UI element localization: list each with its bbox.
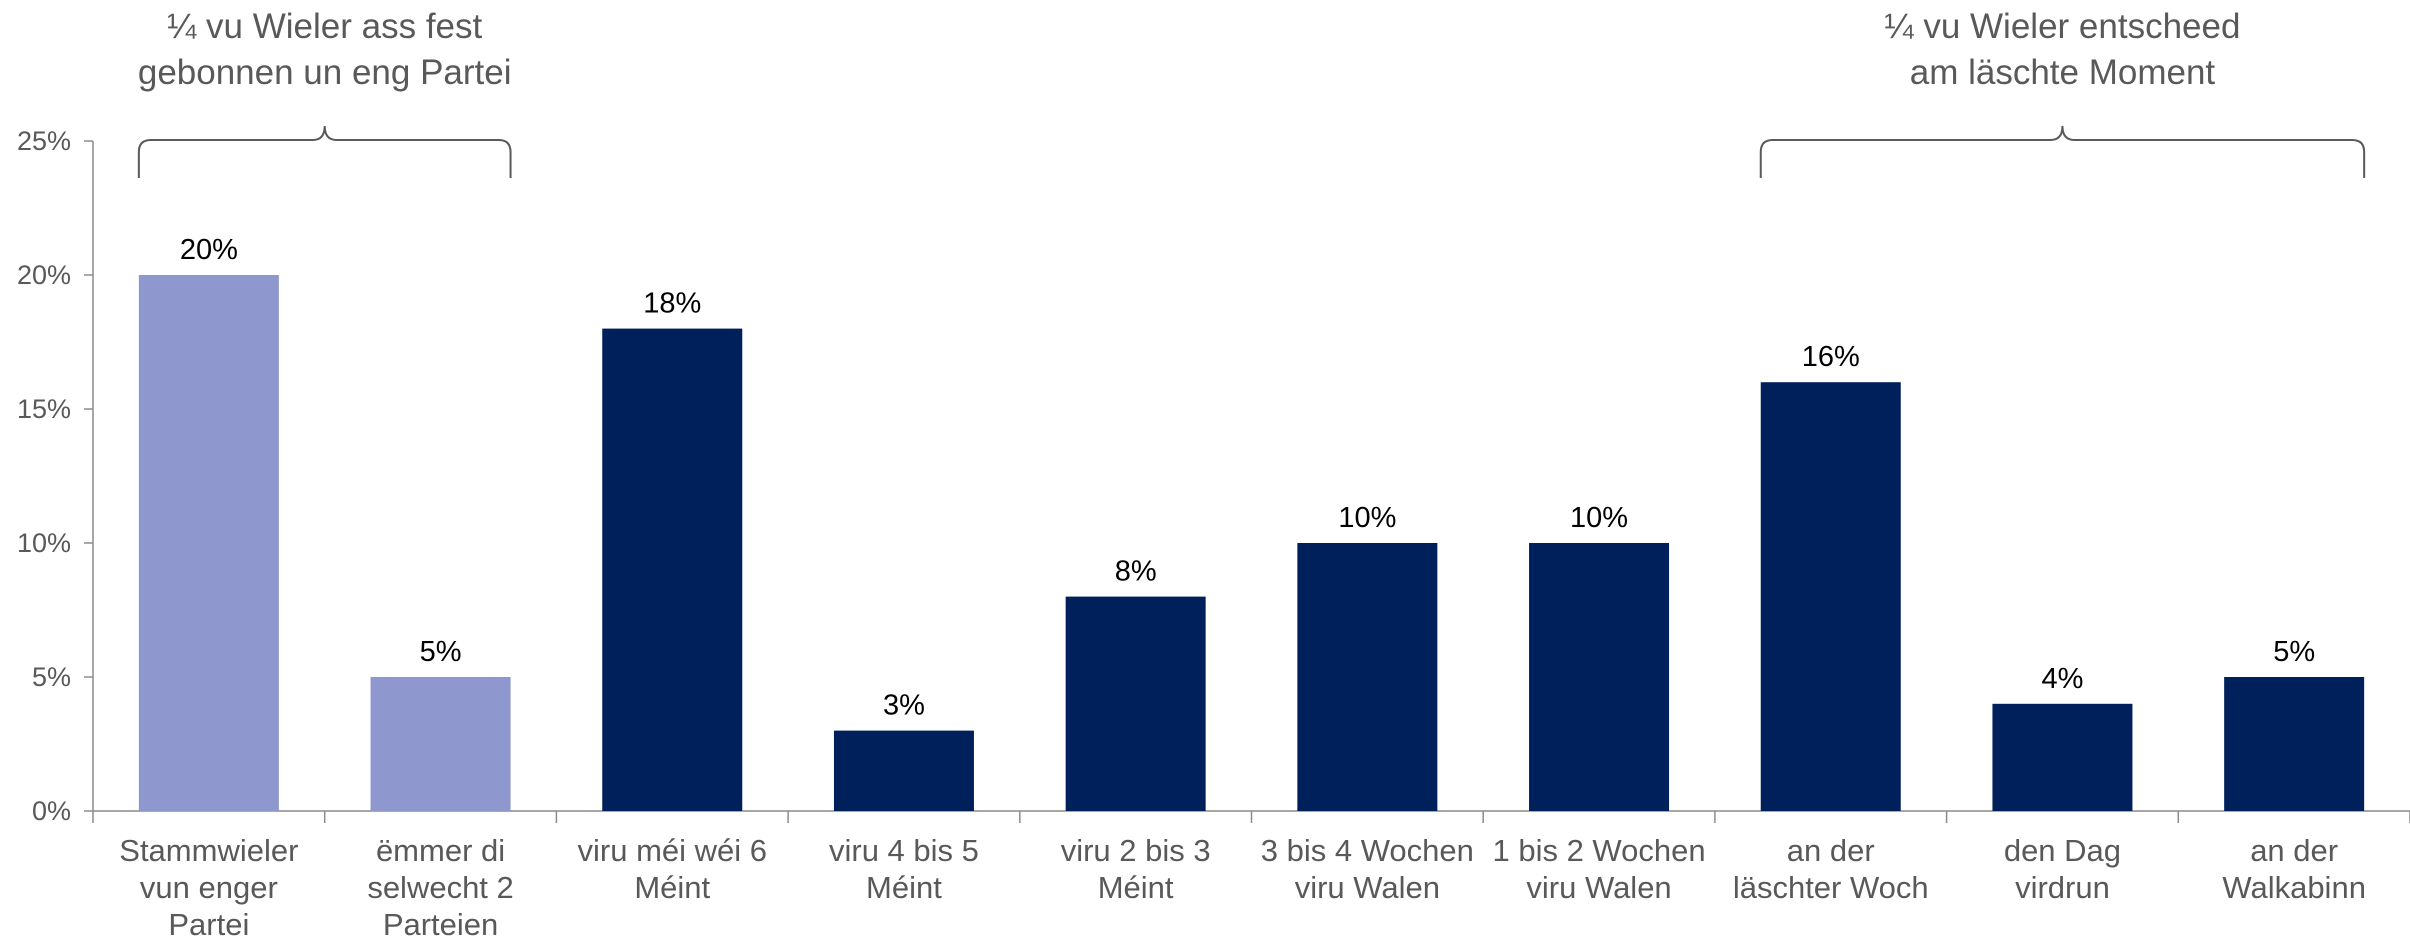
x-tick-label: viru méi wéi 6 bbox=[578, 833, 768, 868]
y-tick-label: 10% bbox=[17, 528, 71, 558]
x-tick-label: Méint bbox=[1098, 870, 1174, 905]
x-tick-label: vun enger bbox=[140, 870, 278, 905]
bar bbox=[1992, 703, 2133, 811]
y-tick-label: 25% bbox=[17, 126, 71, 156]
x-tick-label: 3 bis 4 Wochen bbox=[1261, 833, 1474, 868]
annotation-left-line-2: gebonnen un eng Partei bbox=[137, 53, 512, 92]
x-tick-label: viru Walen bbox=[1526, 870, 1671, 905]
x-tick-label: viru 2 bis 3 bbox=[1061, 833, 1211, 868]
x-tick-label: Walkabinn bbox=[2222, 870, 2366, 905]
bar bbox=[138, 275, 279, 811]
x-tick-label: läschter Woch bbox=[1733, 870, 1929, 905]
bar bbox=[833, 730, 974, 811]
bar bbox=[2224, 677, 2365, 811]
data-label: 10% bbox=[1570, 502, 1628, 534]
data-label: 5% bbox=[2273, 636, 2315, 668]
x-tick-label: viru 4 bis 5 bbox=[829, 833, 979, 868]
x-tick-label: an der bbox=[2250, 833, 2338, 868]
data-label: 16% bbox=[1802, 341, 1860, 373]
x-tick-label: den Dag bbox=[2004, 833, 2121, 868]
y-tick-label: 0% bbox=[32, 796, 71, 826]
data-label: 4% bbox=[2041, 663, 2083, 695]
y-tick-label: 20% bbox=[17, 260, 71, 290]
data-label: 3% bbox=[883, 690, 925, 722]
data-label: 10% bbox=[1338, 502, 1396, 534]
x-tick-label: Méint bbox=[634, 870, 710, 905]
data-label: 8% bbox=[1115, 556, 1157, 588]
annotation-right-line-2: am läschte Moment bbox=[1909, 53, 2216, 92]
x-tick-label: selwecht 2 bbox=[367, 870, 513, 905]
annotation-right-line-1: ¼ vu Wieler entscheed bbox=[1884, 7, 2241, 46]
bar bbox=[1529, 543, 1670, 811]
x-tick-label: Partei bbox=[168, 907, 249, 936]
x-tick-label: Stammwieler bbox=[119, 833, 298, 868]
annotation-right: ¼ vu Wieler entscheed am läschte Moment bbox=[1832, 4, 2292, 96]
bar bbox=[1297, 543, 1438, 811]
x-tick-label: ëmmer di bbox=[376, 833, 505, 868]
annotation-brace bbox=[1759, 125, 2366, 178]
x-tick-label: Parteien bbox=[383, 907, 498, 936]
data-label: 20% bbox=[180, 234, 238, 266]
bar bbox=[370, 677, 511, 811]
y-tick-label: 15% bbox=[17, 394, 71, 424]
x-tick-label: Méint bbox=[866, 870, 942, 905]
x-tick-label: virdrun bbox=[2015, 870, 2110, 905]
data-label: 5% bbox=[420, 636, 462, 668]
annotation-left: ¼ vu Wieler ass fest gebonnen un eng Par… bbox=[95, 4, 555, 96]
annotation-left-line-1: ¼ vu Wieler ass fest bbox=[167, 7, 483, 46]
annotation-brace bbox=[137, 125, 512, 178]
bar bbox=[602, 328, 743, 811]
bar bbox=[1760, 382, 1901, 811]
x-tick-label: 1 bis 2 Wochen bbox=[1492, 833, 1705, 868]
y-tick-label: 5% bbox=[32, 662, 71, 692]
bar bbox=[1065, 596, 1206, 811]
x-tick-label: an der bbox=[1787, 833, 1875, 868]
x-tick-label: viru Walen bbox=[1295, 870, 1440, 905]
data-label: 18% bbox=[643, 288, 701, 320]
